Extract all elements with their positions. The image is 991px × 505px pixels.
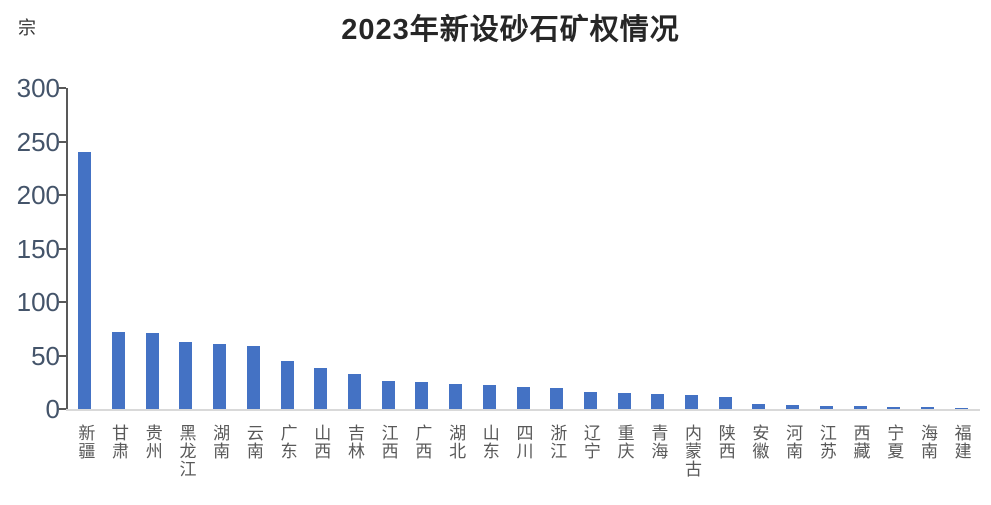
x-category-label: 江苏 (816, 424, 836, 460)
x-category-label: 内蒙古 (682, 424, 702, 478)
x-category-label: 新疆 (75, 424, 95, 460)
y-tick-label: 0 (45, 394, 60, 424)
x-category-label: 福建 (951, 424, 971, 460)
x-category-label: 吉林 (344, 424, 364, 460)
bar (752, 403, 766, 409)
x-category-label: 山西 (311, 424, 331, 460)
y-tick-label: 300 (16, 73, 60, 103)
bar (78, 152, 92, 409)
x-category-label: 四川 (513, 424, 533, 460)
bar (280, 360, 294, 409)
bar (853, 405, 867, 409)
x-category-label: 宁夏 (884, 424, 904, 460)
x-category-label: 贵州 (142, 424, 162, 460)
x-category-label: 山东 (479, 424, 499, 460)
x-category-label: 西藏 (850, 424, 870, 460)
bar (449, 384, 463, 409)
bar (347, 373, 361, 409)
y-tick-mark (59, 140, 66, 143)
bar (651, 394, 665, 409)
bar (246, 345, 260, 409)
bar (685, 395, 699, 409)
x-category-label: 江西 (378, 424, 398, 460)
bar (718, 397, 732, 409)
y-tick-mark (59, 87, 66, 89)
bar (179, 341, 193, 409)
bar (482, 385, 496, 409)
bar (381, 381, 395, 409)
bar (112, 331, 126, 409)
x-axis-labels: 新疆 甘肃 贵州 黑龙江 湖南 云南 广东 山西 吉林 江西 广西 湖北 山东 四川 浙江 辽宁 重庆 青海 内蒙古… (68, 424, 978, 504)
bar (213, 343, 227, 409)
x-category-label: 湖北 (446, 424, 466, 460)
x-category-label: 青海 (648, 424, 668, 460)
y-tick-mark (59, 354, 66, 357)
y-tick-label: 250 (16, 126, 60, 157)
plot-area: 0 50 100 150 200 250 300 (17, 75, 980, 422)
y-tick-label: 100 (16, 287, 60, 317)
x-category-label: 河南 (783, 424, 803, 460)
y-tick-mark (59, 301, 66, 303)
x-category-label: 海南 (917, 424, 937, 460)
y-tick-label: 50 (31, 340, 60, 371)
x-category-label: 浙江 (547, 424, 567, 460)
y-tick-mark (59, 408, 66, 410)
y-tick-mark (59, 247, 66, 250)
bar (583, 391, 597, 409)
x-category-label: 甘肃 (109, 424, 129, 460)
y-tick-label: 200 (16, 180, 60, 210)
y-axis-line (66, 88, 68, 409)
x-category-label: 云南 (243, 424, 263, 460)
bar (314, 368, 328, 409)
bar (920, 406, 934, 409)
x-axis-baseline (66, 409, 980, 411)
x-category-label: 湖南 (210, 424, 230, 460)
y-axis-unit-label: 宗 (18, 18, 36, 38)
bar (786, 404, 800, 409)
bar (516, 386, 530, 409)
bar (415, 382, 429, 409)
x-category-label: 陕西 (715, 424, 735, 460)
bar (550, 387, 564, 409)
bar (617, 392, 631, 409)
x-category-label: 广东 (277, 424, 297, 460)
x-category-label: 辽宁 (580, 424, 600, 460)
x-category-label: 黑龙江 (176, 424, 196, 478)
bar (145, 333, 159, 409)
bar (954, 407, 968, 409)
x-category-label: 重庆 (614, 424, 634, 460)
bar (819, 405, 833, 409)
x-category-label: 广西 (412, 424, 432, 460)
y-tick-mark (59, 194, 66, 196)
y-tick-label: 150 (16, 233, 60, 264)
bar (887, 406, 901, 409)
chart-title: 2023年新设砂石矿权情况 (341, 14, 680, 46)
x-category-label: 安徽 (749, 424, 769, 460)
